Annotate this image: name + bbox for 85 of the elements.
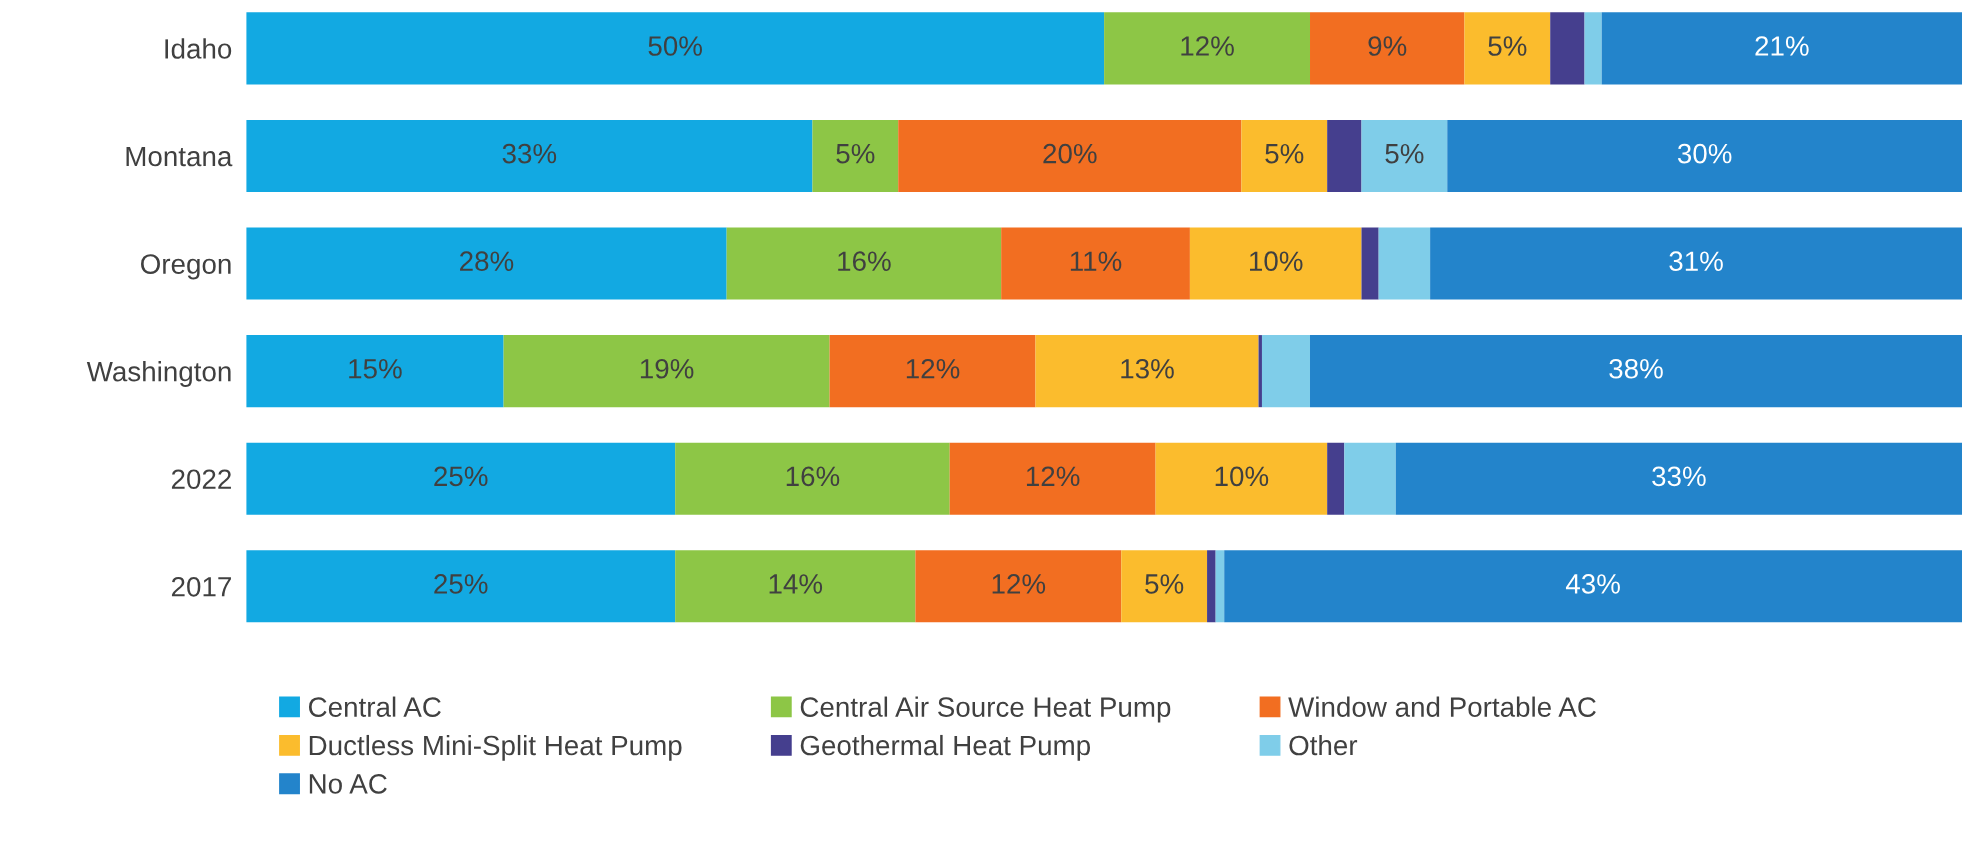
bar — [898, 119, 1242, 193]
data-label: 14% — [769, 574, 823, 594]
bar — [1001, 227, 1190, 300]
bar — [1189, 227, 1362, 300]
bar — [1361, 227, 1379, 300]
bar — [1550, 12, 1585, 85]
data-label: 12% — [1181, 36, 1234, 56]
bar — [503, 335, 830, 408]
bar — [1327, 119, 1362, 193]
bar — [1344, 442, 1396, 515]
bar — [726, 227, 1002, 300]
bar — [246, 227, 727, 300]
data-label: 11% — [1070, 251, 1122, 271]
legend-label: Other — [1289, 734, 1358, 756]
y-tick-label: 2017 — [171, 576, 231, 597]
data-label: 12% — [1026, 466, 1080, 487]
bar — [1104, 12, 1311, 85]
bar — [1447, 119, 1962, 193]
bar — [1035, 335, 1259, 408]
data-label: 33% — [502, 143, 557, 164]
bar — [1310, 335, 1962, 408]
y-tick-label: Oregon — [141, 254, 231, 280]
data-label: 21% — [1755, 36, 1809, 56]
data-label: 5% — [1385, 143, 1424, 164]
legend-label: No AC — [309, 774, 387, 794]
bar — [246, 335, 504, 408]
data-label: 28% — [460, 251, 514, 272]
data-label: 50% — [648, 36, 702, 56]
data-label: 19% — [640, 358, 694, 379]
bar — [1155, 442, 1328, 515]
legend-label: Central Air Source Heat Pump — [800, 696, 1171, 723]
bar — [812, 119, 899, 193]
legend-label: Geothermal Heat Pump — [800, 734, 1090, 761]
legend-label: Window and Portable AC — [1288, 696, 1596, 717]
data-label: 38% — [1609, 358, 1663, 379]
bar — [246, 119, 813, 193]
y-tick-label: 2022 — [171, 469, 231, 490]
data-label: 16% — [838, 251, 891, 272]
bar — [1395, 442, 1962, 515]
bar — [675, 442, 950, 515]
y-tick-label: Idaho — [165, 38, 232, 59]
bar — [1224, 550, 1962, 623]
data-label: 10% — [1215, 466, 1269, 487]
data-label: 12% — [992, 574, 1046, 594]
bar — [1215, 550, 1225, 623]
data-label: 43% — [1565, 574, 1620, 594]
data-label: 13% — [1121, 358, 1174, 379]
bar — [246, 550, 676, 623]
bar — [915, 550, 1122, 623]
legend-label: Central AC — [309, 696, 441, 717]
bar — [1378, 227, 1431, 300]
data-label: 25% — [434, 466, 488, 487]
data-label: 5% — [1488, 36, 1527, 56]
data-label: 9% — [1368, 36, 1407, 56]
bar — [1207, 550, 1216, 623]
data-label: 25% — [434, 574, 488, 594]
bar — [1361, 119, 1448, 193]
data-label: 30% — [1677, 143, 1732, 164]
bar — [1464, 12, 1551, 85]
data-label: 31% — [1669, 251, 1723, 272]
data-label: 10% — [1250, 251, 1303, 272]
bar — [1310, 12, 1465, 85]
data-label: 33% — [1652, 466, 1706, 487]
bar — [1327, 442, 1345, 515]
bar — [829, 335, 1036, 408]
bar — [1241, 119, 1328, 193]
data-label: 15% — [349, 359, 402, 379]
y-tick-label: Washington — [86, 361, 231, 387]
bar — [1430, 227, 1962, 300]
bar — [1121, 550, 1208, 623]
data-label: 12% — [906, 358, 960, 379]
y-tick-label: Montana — [126, 146, 233, 167]
data-label: 5% — [836, 143, 875, 164]
bar — [246, 442, 676, 515]
data-label: 20% — [1043, 143, 1097, 164]
data-label: 5% — [1145, 574, 1184, 594]
legend-label: Ductless Mini-Split Heat Pump — [309, 734, 682, 761]
bar — [1584, 12, 1602, 85]
bar — [949, 442, 1156, 515]
bar — [246, 12, 1105, 85]
bar — [675, 550, 916, 623]
bar — [1601, 12, 1962, 85]
data-label: 5% — [1265, 143, 1304, 164]
data-label: 16% — [786, 466, 840, 487]
bar — [1261, 335, 1311, 408]
